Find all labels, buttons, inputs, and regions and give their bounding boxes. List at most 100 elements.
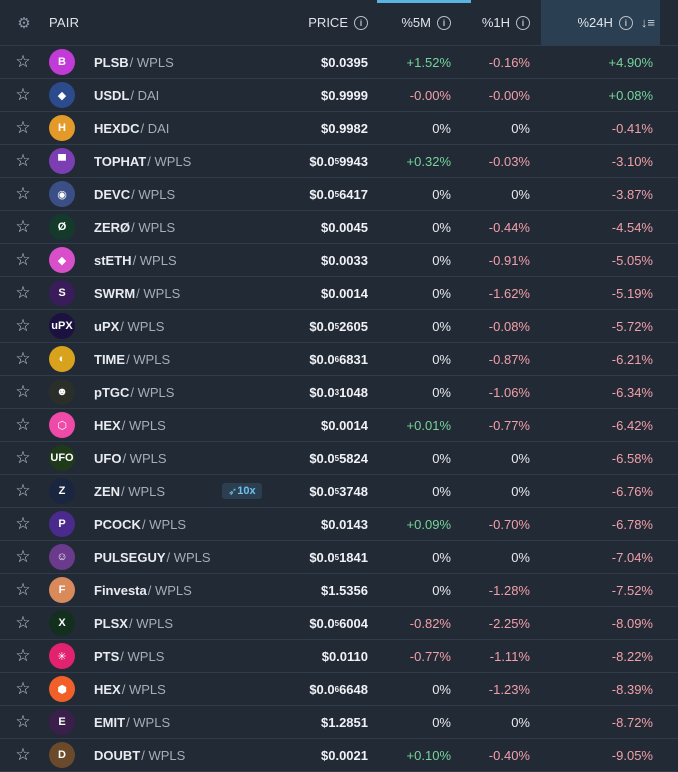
favorite-star-icon[interactable]: ☆: [15, 646, 31, 665]
pair-name[interactable]: DEVC / WPLS: [94, 178, 175, 210]
pair-name[interactable]: PLSX / WPLS: [94, 607, 173, 639]
favorite-star-icon[interactable]: ☆: [15, 712, 31, 731]
price-column-header[interactable]: PRICE i: [308, 0, 368, 45]
pair-name[interactable]: ZEN / WPLS: [94, 475, 165, 507]
table-row[interactable]: ☆ ◉ DEVC / WPLS $0.0 5 6417 0% 0% -3.87%: [0, 178, 678, 211]
gear-icon[interactable]: ⚙: [17, 14, 31, 32]
info-icon[interactable]: i: [618, 15, 633, 30]
table-row[interactable]: ☆ D DOUBT / WPLS $0.0021 +0.10% -0.40% -…: [0, 739, 678, 772]
token-logo: ◉: [49, 181, 75, 207]
change-5m: 0%: [432, 252, 451, 268]
token-logo: S: [49, 280, 75, 306]
change-24h: +0.08%: [608, 87, 653, 103]
table-row[interactable]: ☆ ☺ PULSEGUY / WPLS $0.0 5 1841 0% 0% -7.0…: [0, 541, 678, 574]
table-row[interactable]: ☆ X PLSX / WPLS $0.0 5 6004 -0.82% -2.25% …: [0, 607, 678, 640]
h24-column-header[interactable]: %24H i ↓≡: [541, 0, 660, 45]
pair-name[interactable]: HEX / WPLS: [94, 673, 166, 705]
favorite-star-icon[interactable]: ☆: [15, 217, 31, 236]
table-row[interactable]: ☆ E EMIT / WPLS $1.2851 0% 0% -8.72%: [0, 706, 678, 739]
table-row[interactable]: ☆ P PCOCK / WPLS $0.0143 +0.09% -0.70% -…: [0, 508, 678, 541]
favorite-star-icon[interactable]: ☆: [15, 514, 31, 533]
table-row[interactable]: ☆ uPX uPX / WPLS $0.0 5 2605 0% -0.08% -5.…: [0, 310, 678, 343]
pair-name[interactable]: stETH / WPLS: [94, 244, 177, 276]
table-row[interactable]: ☆ ▀ TOPHAT / WPLS $0.0 5 9943 +0.32% -0.03…: [0, 145, 678, 178]
table-row[interactable]: ☆ S SWRM / WPLS $0.0014 0% -1.62% -5.19%: [0, 277, 678, 310]
change-24h: -5.19%: [611, 285, 653, 301]
favorite-star-icon[interactable]: ☆: [15, 52, 31, 71]
pair-name[interactable]: HEX / WPLS: [94, 409, 166, 441]
pair-name[interactable]: DOUBT / WPLS: [94, 739, 185, 771]
table-row[interactable]: ☆ Z ZEN / WPLS ➶ 10x $0.0 5 3748 0% 0% -6.7…: [0, 475, 678, 508]
change-1h: -1.28%: [488, 582, 530, 598]
sort-desc-icon[interactable]: ↓≡: [640, 15, 655, 30]
favorite-star-icon[interactable]: ☆: [15, 448, 31, 467]
favorite-star-icon[interactable]: ☆: [15, 679, 31, 698]
change-5m: +0.10%: [406, 747, 451, 763]
pair-price: $0.0 5 2605: [309, 318, 368, 334]
table-row[interactable]: ☆ UFO UFO / WPLS $0.0 5 5824 0% 0% -6.58%: [0, 442, 678, 475]
h1-column-header[interactable]: %1H i: [482, 0, 530, 45]
token-logo: ☻: [49, 379, 75, 405]
favorite-star-icon[interactable]: ☆: [15, 415, 31, 434]
h24-header-label: %24H: [577, 15, 613, 30]
pair-name[interactable]: USDL / DAI: [94, 79, 159, 111]
favorite-star-icon[interactable]: ☆: [15, 316, 31, 335]
favorite-star-icon[interactable]: ☆: [15, 184, 31, 203]
pair-name[interactable]: pTGC / WPLS: [94, 376, 174, 408]
favorite-star-icon[interactable]: ☆: [15, 547, 31, 566]
pair-name[interactable]: Finvesta / WPLS: [94, 574, 192, 606]
table-row[interactable]: ☆ H HEXDC / DAI $0.9982 0% 0% -0.41%: [0, 112, 678, 145]
favorite-star-icon[interactable]: ☆: [15, 382, 31, 401]
token-logo: ✳: [49, 643, 75, 669]
pair-name[interactable]: PCOCK / WPLS: [94, 508, 186, 540]
table-row[interactable]: ☆ ✳ PTS / WPLS $0.0110 -0.77% -1.11% -8.…: [0, 640, 678, 673]
pair-column-header[interactable]: PAIR: [49, 15, 80, 30]
boost-badge[interactable]: ➶ 10x: [222, 483, 262, 499]
favorite-star-icon[interactable]: ☆: [15, 481, 31, 500]
table-row[interactable]: ☆ ◆ USDL / DAI $0.9999 -0.00% -0.00% +0.…: [0, 79, 678, 112]
pair-price: $0.0033: [321, 252, 368, 268]
token-logo: ⬡: [49, 412, 75, 438]
pair-name[interactable]: TOPHAT / WPLS: [94, 145, 191, 177]
favorite-star-icon[interactable]: ☆: [15, 151, 31, 170]
pair-name[interactable]: PULSEGUY / WPLS: [94, 541, 211, 573]
favorite-star-icon[interactable]: ☆: [15, 580, 31, 599]
change-24h: -6.76%: [611, 483, 653, 499]
token-logo: E: [49, 709, 75, 735]
pair-name[interactable]: TIME / WPLS: [94, 343, 170, 375]
table-row[interactable]: ☆ Ø ZERØ / WPLS $0.0045 0% -0.44% -4.54%: [0, 211, 678, 244]
pair-price: $0.0 5 9943: [309, 153, 368, 169]
pair-symbol: PLSB: [94, 54, 129, 70]
pair-name[interactable]: PLSB / WPLS: [94, 46, 174, 78]
info-icon[interactable]: i: [437, 15, 451, 30]
token-logo: ▀: [49, 148, 75, 174]
table-row[interactable]: ☆ ⬡ HEX / WPLS $0.0014 +0.01% -0.77% -6.…: [0, 409, 678, 442]
pair-name[interactable]: PTS / WPLS: [94, 640, 164, 672]
pair-name[interactable]: EMIT / WPLS: [94, 706, 170, 738]
m5-column-header[interactable]: %5M i: [401, 0, 451, 45]
favorite-star-icon[interactable]: ☆: [15, 283, 31, 302]
pair-name[interactable]: ZERØ / WPLS: [94, 211, 175, 243]
table-row[interactable]: ☆ ☻ pTGC / WPLS $0.0 3 1048 0% -1.06% -6.3…: [0, 376, 678, 409]
table-row[interactable]: ☆ ◐ TIME / WPLS $0.0 6 6831 0% -0.87% -6.2…: [0, 343, 678, 376]
table-row[interactable]: ☆ ◆ stETH / WPLS $0.0033 0% -0.91% -5.05…: [0, 244, 678, 277]
change-5m: +0.01%: [406, 417, 451, 433]
favorite-star-icon[interactable]: ☆: [15, 118, 31, 137]
table-row[interactable]: ☆ ⬢ HEX / WPLS $0.0 6 6648 0% -1.23% -8.39…: [0, 673, 678, 706]
favorite-star-icon[interactable]: ☆: [15, 613, 31, 632]
pair-name[interactable]: uPX / WPLS: [94, 310, 164, 342]
table-row[interactable]: ☆ F Finvesta / WPLS $1.5356 0% -1.28% -7…: [0, 574, 678, 607]
change-1h: 0%: [511, 186, 530, 202]
pair-quote: / DAI: [130, 87, 160, 103]
favorite-star-icon[interactable]: ☆: [15, 85, 31, 104]
favorite-star-icon[interactable]: ☆: [15, 349, 31, 368]
pair-name[interactable]: SWRM / WPLS: [94, 277, 180, 309]
favorite-star-icon[interactable]: ☆: [15, 745, 31, 764]
pair-name[interactable]: HEXDC / DAI: [94, 112, 169, 144]
pair-price: $0.0014: [321, 417, 368, 433]
info-icon[interactable]: i: [354, 15, 368, 30]
pair-name[interactable]: UFO / WPLS: [94, 442, 167, 474]
favorite-star-icon[interactable]: ☆: [15, 250, 31, 269]
table-row[interactable]: ☆ B PLSB / WPLS $0.0395 +1.52% -0.16% +4…: [0, 46, 678, 79]
info-icon[interactable]: i: [516, 15, 530, 30]
